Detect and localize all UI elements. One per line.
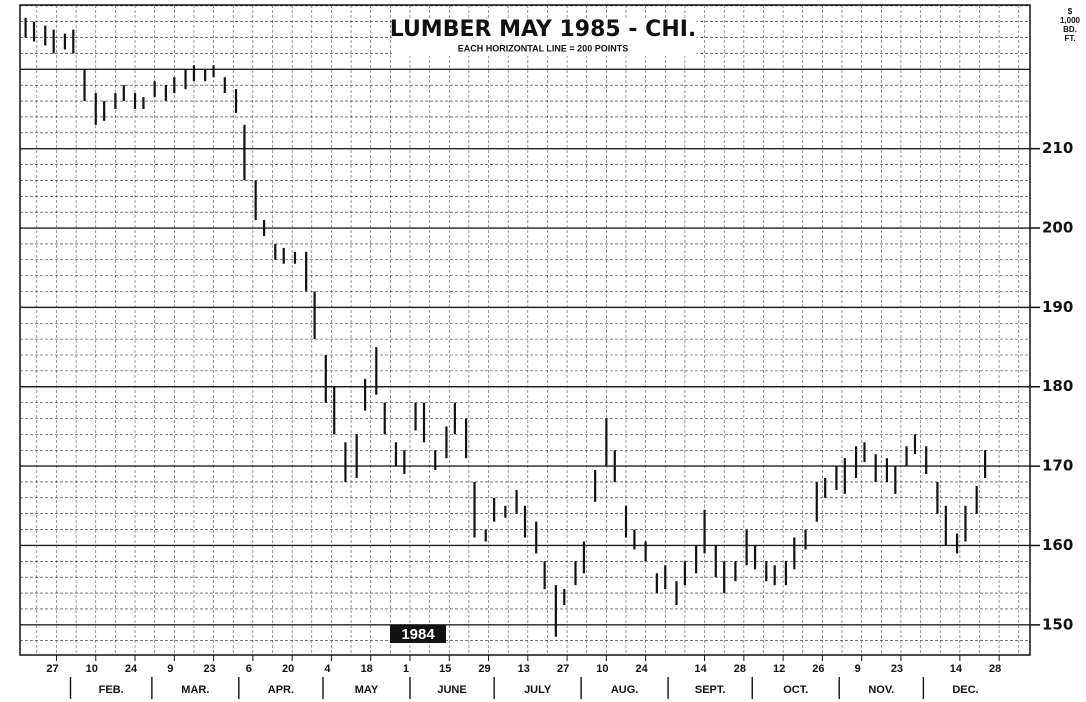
y-unit: $ xyxy=(1068,7,1073,16)
y-unit: 1,000 xyxy=(1060,16,1081,25)
x-tick-label: 29 xyxy=(478,663,490,675)
month-label: DEC. xyxy=(952,684,978,696)
month-label: NOV. xyxy=(868,684,894,696)
month-label: FEB. xyxy=(99,684,124,696)
y-tick-label: 150 xyxy=(1042,615,1073,633)
month-label: MAR. xyxy=(181,684,209,696)
bars xyxy=(24,17,987,637)
month-label: MAY xyxy=(355,684,379,696)
month-label: OCT. xyxy=(783,684,808,696)
x-tick-label: 6 xyxy=(246,663,252,675)
x-tick-label: 10 xyxy=(86,663,98,675)
x-tick-label: 9 xyxy=(167,663,173,675)
y-tick-label: 170 xyxy=(1042,457,1073,475)
month-label: SEPT. xyxy=(695,684,726,696)
x-tick-label: 27 xyxy=(46,663,58,675)
x-tick-label: 28 xyxy=(734,663,746,675)
x-tick-label: 13 xyxy=(518,663,530,675)
x-tick-label: 12 xyxy=(773,663,785,675)
y-tick-label: 210 xyxy=(1042,139,1073,157)
x-tick-label: 10 xyxy=(596,663,608,675)
annotation-box xyxy=(390,625,446,643)
annotation: 1984 xyxy=(401,626,435,643)
x-tick-label: 27 xyxy=(557,663,569,675)
x-tick-label: 1 xyxy=(403,663,409,675)
x-tick-label: 28 xyxy=(989,663,1001,675)
month-label: JUNE xyxy=(437,684,466,696)
x-tick-label: 9 xyxy=(855,663,861,675)
x-tick-label: 23 xyxy=(891,663,903,675)
x-tick-label: 26 xyxy=(812,663,824,675)
x-tick-label: 18 xyxy=(361,663,373,675)
y-unit: FT. xyxy=(1064,34,1075,43)
x-tick-label: 24 xyxy=(636,663,649,675)
x-tick-label: 15 xyxy=(439,663,451,675)
x-tick-label: 14 xyxy=(694,663,707,675)
x-tick-label: 24 xyxy=(125,663,138,675)
y-tick-label: 180 xyxy=(1042,377,1073,395)
month-label: APR. xyxy=(268,684,294,696)
y-tick-label: 190 xyxy=(1042,298,1073,316)
chart-title: LUMBER MAY 1985 - CHI. xyxy=(390,17,697,42)
x-tick-label: 4 xyxy=(324,663,331,675)
x-tick-label: 14 xyxy=(950,663,963,675)
month-label: JULY xyxy=(524,684,552,696)
plot-frame xyxy=(19,4,1031,656)
y-unit: BD. xyxy=(1063,25,1077,34)
month-label: AUG. xyxy=(611,684,639,696)
grid xyxy=(19,4,1031,656)
x-tick-label: 23 xyxy=(203,663,215,675)
y-tick-label: 200 xyxy=(1042,219,1073,237)
chart-subtitle: EACH HORIZONTAL LINE = 200 POINTS xyxy=(458,43,628,53)
y-tick-label: 160 xyxy=(1042,536,1073,554)
title-box xyxy=(392,18,697,56)
x-tick-label: 20 xyxy=(282,663,294,675)
